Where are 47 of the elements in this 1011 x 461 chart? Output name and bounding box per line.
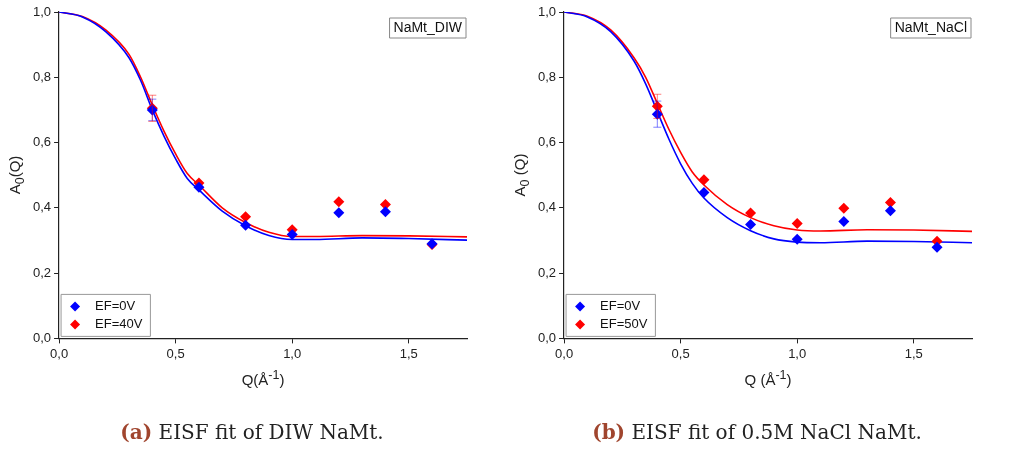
y-tick-label: 0,8 bbox=[32, 68, 52, 84]
y-tick-label: 0,2 bbox=[537, 264, 557, 280]
x-axis-title: Q(Å$^{-1}$) bbox=[241, 368, 285, 388]
y-tick-label: 1,0 bbox=[32, 3, 52, 19]
legend-label: EF=40V bbox=[95, 315, 143, 331]
x-tick-label: 0,5 bbox=[671, 345, 690, 361]
point bbox=[333, 207, 345, 219]
x-tick-label: 1,0 bbox=[788, 345, 807, 361]
x-tick-label: 0,5 bbox=[166, 345, 185, 361]
x-tick-label: 0,0 bbox=[555, 345, 574, 361]
legend-label: EF=0V bbox=[600, 297, 641, 313]
point bbox=[745, 207, 757, 219]
point bbox=[838, 202, 850, 214]
y-tick-label: 1,0 bbox=[537, 3, 557, 19]
x-tick-label: 1,5 bbox=[904, 345, 923, 361]
annotation: NaMt_DIW bbox=[393, 18, 463, 35]
x-tick-label: 1,0 bbox=[283, 345, 302, 361]
point bbox=[791, 233, 803, 245]
x-tick-label: 1,5 bbox=[399, 345, 418, 361]
point bbox=[651, 100, 663, 112]
y-tick-label: 0,0 bbox=[537, 329, 557, 345]
point bbox=[193, 181, 205, 193]
legend-label: EF=50V bbox=[600, 315, 648, 331]
text: (b) EISF fit of 0.5M NaCl NaMt. bbox=[592, 420, 922, 444]
point bbox=[698, 174, 710, 186]
legend-label: EF=0V bbox=[95, 297, 136, 313]
y-tick-label: 0,2 bbox=[32, 264, 52, 280]
y-tick-label: 0,0 bbox=[32, 329, 52, 345]
point bbox=[698, 187, 710, 198]
point bbox=[791, 218, 803, 230]
y-tick-label: 0,8 bbox=[537, 68, 557, 84]
y-tick-label: 0,4 bbox=[32, 199, 52, 215]
annotation: NaMt_NaCl bbox=[894, 18, 968, 35]
y-tick-label: 0,6 bbox=[32, 134, 52, 150]
point bbox=[884, 205, 896, 217]
point bbox=[379, 206, 391, 218]
point bbox=[838, 216, 850, 228]
point bbox=[240, 219, 252, 231]
text: (a) EISF fit of DIW NaMt. bbox=[120, 420, 384, 444]
x-axis-title: Q (Å$^{-1}$) bbox=[744, 368, 792, 388]
point bbox=[651, 108, 663, 120]
point bbox=[931, 241, 943, 253]
point bbox=[333, 196, 345, 208]
x-tick-label: 0,0 bbox=[50, 345, 69, 361]
y-tick-label: 0,6 bbox=[537, 134, 557, 150]
y-tick-label: 0,4 bbox=[537, 199, 557, 215]
point bbox=[745, 218, 757, 230]
